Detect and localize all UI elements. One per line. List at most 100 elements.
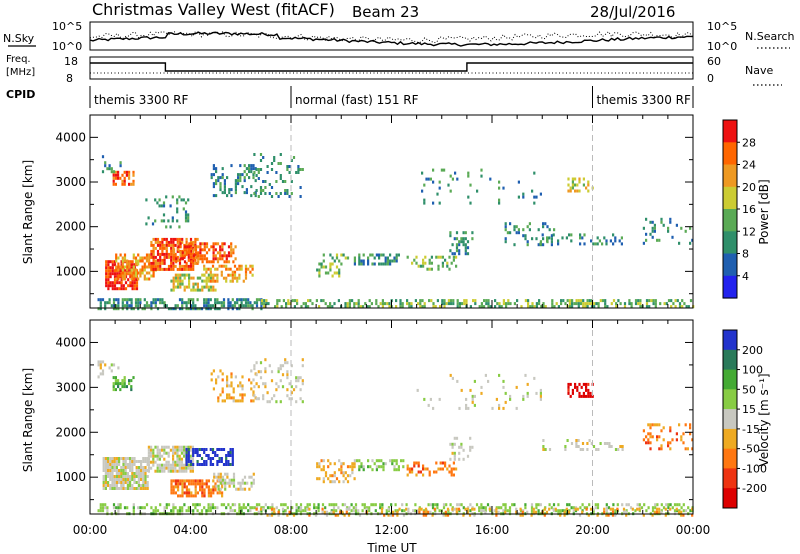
heatmap-cell bbox=[205, 260, 209, 264]
heatmap-cell bbox=[614, 236, 617, 240]
heatmap-cell bbox=[680, 438, 683, 442]
heatmap-cell bbox=[134, 298, 138, 302]
heatmap-cell bbox=[497, 510, 500, 514]
heatmap-cell bbox=[161, 301, 164, 305]
heatmap-cell bbox=[187, 457, 190, 460]
heatmap-cell bbox=[121, 268, 124, 272]
cpid-segment-label: themis 3300 RF bbox=[94, 93, 188, 107]
heatmap-cell bbox=[187, 466, 190, 470]
heatmap-cell bbox=[594, 506, 597, 510]
heatmap-cell bbox=[117, 170, 120, 174]
heatmap-cell bbox=[217, 179, 220, 183]
heatmap-cell bbox=[185, 509, 188, 513]
heatmap-cell bbox=[680, 510, 683, 514]
heatmap-cell bbox=[147, 451, 150, 455]
heatmap-cell bbox=[665, 503, 668, 507]
heatmap-cell bbox=[450, 473, 453, 477]
heatmap-cell bbox=[212, 387, 215, 391]
heatmap-cell bbox=[373, 462, 376, 466]
heatmap-cell bbox=[281, 180, 285, 183]
heatmap-cell bbox=[192, 258, 195, 262]
heatmap-cell bbox=[353, 462, 356, 466]
heatmap-cell bbox=[115, 265, 118, 269]
freq-series bbox=[90, 62, 693, 74]
heatmap-cell bbox=[238, 264, 241, 268]
heatmap-cell bbox=[102, 487, 105, 490]
heatmap-cell bbox=[145, 277, 149, 281]
heatmap-cell bbox=[226, 194, 229, 198]
heatmap-cell bbox=[338, 274, 341, 278]
heatmap-cell bbox=[469, 509, 472, 513]
heatmap-cell bbox=[111, 284, 114, 288]
heatmap-cell bbox=[243, 170, 246, 174]
heatmap-cell bbox=[462, 243, 465, 247]
heatmap-cell bbox=[444, 258, 447, 262]
heatmap-cell bbox=[231, 448, 234, 451]
heatmap-cell bbox=[119, 161, 122, 165]
heatmap-cell bbox=[163, 469, 166, 473]
heatmap-cell bbox=[612, 233, 615, 237]
heatmap-cell bbox=[169, 463, 172, 467]
heatmap-cell bbox=[125, 170, 128, 174]
freq-right-tick-top: 60 bbox=[707, 55, 721, 68]
heatmap-cell bbox=[221, 481, 225, 485]
heatmap-cell bbox=[509, 397, 512, 401]
heatmap-cell bbox=[313, 503, 316, 507]
heatmap-cell bbox=[219, 393, 222, 397]
heatmap-cell bbox=[356, 459, 359, 463]
heatmap-cell bbox=[210, 494, 213, 498]
heatmap-cell bbox=[113, 263, 117, 267]
heatmap-cell bbox=[526, 391, 529, 395]
heatmap-cell bbox=[104, 506, 107, 510]
heatmap-cell bbox=[433, 470, 436, 474]
heatmap-cell bbox=[410, 302, 413, 306]
heatmap-cell bbox=[120, 272, 123, 276]
heatmap-cell bbox=[678, 423, 681, 427]
heatmap-cell bbox=[180, 445, 183, 449]
heatmap-cell bbox=[243, 475, 247, 479]
heatmap-cell bbox=[189, 460, 193, 463]
heatmap-cell bbox=[437, 467, 440, 471]
heatmap-cell bbox=[121, 262, 124, 266]
heatmap-cell bbox=[401, 305, 404, 309]
heatmap-cell bbox=[126, 475, 129, 478]
heatmap-cell bbox=[585, 388, 588, 392]
heatmap-cell bbox=[270, 513, 274, 517]
heatmap-cell bbox=[487, 379, 490, 383]
nsky-line bbox=[89, 31, 694, 47]
heatmap-cell bbox=[203, 254, 206, 258]
heatmap-cell bbox=[422, 510, 425, 514]
heatmap-cell bbox=[224, 481, 227, 485]
heatmap-cell bbox=[172, 285, 175, 289]
heatmap-cell bbox=[196, 237, 199, 241]
heatmap-cell bbox=[109, 275, 112, 279]
heatmap-cell bbox=[339, 510, 342, 514]
heatmap-cell bbox=[358, 253, 361, 257]
heatmap-cell bbox=[117, 509, 120, 513]
heatmap-cell bbox=[270, 507, 274, 511]
heatmap-cell bbox=[599, 442, 602, 445]
heatmap-cell bbox=[262, 507, 265, 511]
heatmap-cell bbox=[203, 298, 206, 302]
heatmap-cell bbox=[156, 252, 160, 256]
heatmap-cell bbox=[183, 301, 186, 305]
heatmap-cell bbox=[104, 457, 107, 460]
heatmap-cell bbox=[347, 507, 351, 511]
heatmap-cell bbox=[588, 302, 591, 306]
heatmap-cell bbox=[226, 472, 229, 476]
heatmap-cell bbox=[304, 506, 307, 510]
heatmap-cell bbox=[680, 513, 683, 517]
heatmap-cell bbox=[102, 478, 105, 481]
heatmap-cell bbox=[176, 249, 179, 253]
heatmap-cell bbox=[425, 177, 428, 181]
heatmap-cell bbox=[218, 491, 221, 495]
heatmap-cell bbox=[107, 281, 110, 285]
colorbar-tick-label: 12 bbox=[742, 225, 756, 238]
heatmap-cell bbox=[223, 242, 226, 246]
heatmap-cell bbox=[210, 245, 213, 249]
heatmap-cell bbox=[455, 246, 459, 250]
heatmap-cell bbox=[291, 506, 294, 510]
heatmap-cell bbox=[268, 183, 271, 186]
heatmap-cell bbox=[225, 454, 228, 457]
heatmap-cell bbox=[207, 298, 210, 302]
